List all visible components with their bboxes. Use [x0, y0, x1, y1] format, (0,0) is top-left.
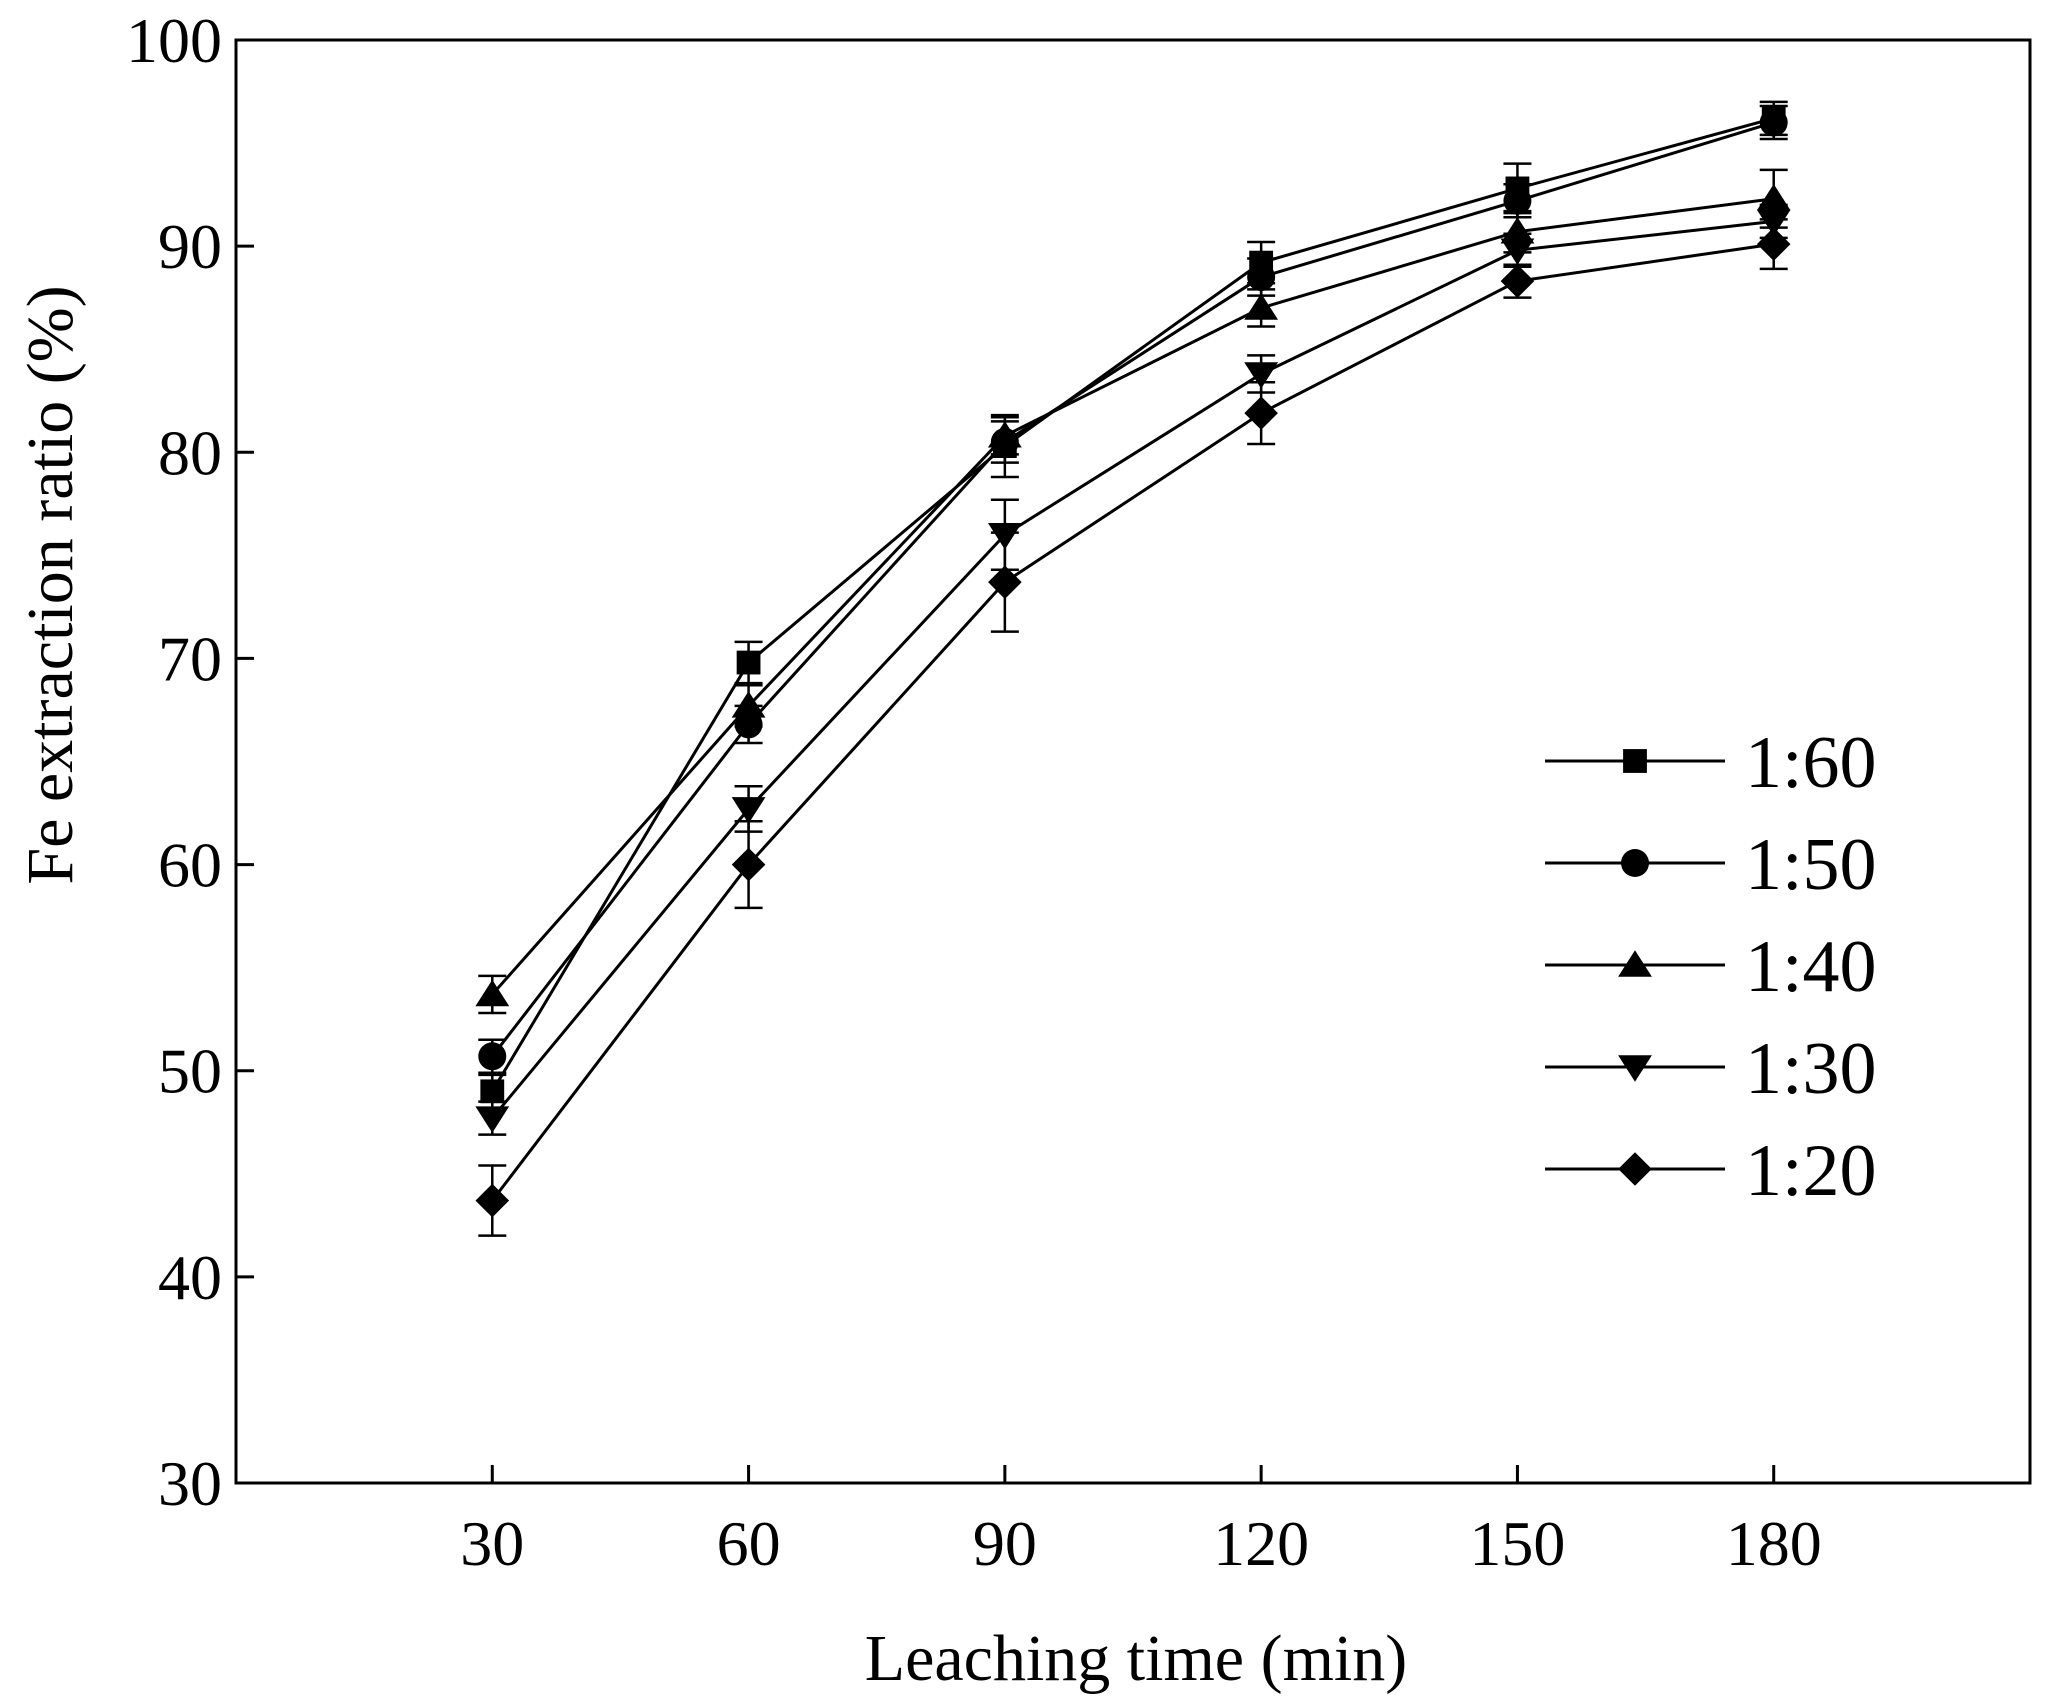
legend-marker-circle	[1621, 849, 1649, 877]
legend-entry-1-50: 1:50	[1545, 824, 1877, 906]
legend-label: 1:40	[1745, 926, 1877, 1008]
point-1-40-90	[987, 421, 1022, 448]
series-1-40	[475, 168, 1791, 1015]
point-1-40-150	[1500, 217, 1535, 244]
point-1-20-180	[1756, 227, 1791, 261]
legend-entry-1-60: 1:60	[1545, 722, 1877, 804]
series-layer	[475, 100, 1791, 1237]
y-tick-label-70: 70	[158, 623, 222, 694]
plot-frame	[234, 38, 2032, 1485]
point-1-30-60	[731, 797, 766, 824]
series-line-1-20	[491, 242, 1774, 1202]
series-line-1-40	[491, 197, 1774, 996]
plot-area: 30 40 50 60 70 80 90 100 30 60 90 120 150 180	[126, 5, 2032, 1579]
legend-label: 1:50	[1745, 824, 1877, 906]
y-tick-label-90: 90	[158, 211, 222, 282]
y-tick-label-60: 60	[158, 830, 222, 901]
point-1-20-90	[988, 565, 1022, 599]
point-1-20-120	[1244, 396, 1278, 430]
point-1-30-150	[1500, 238, 1535, 265]
x-tick-label-120: 120	[1213, 1508, 1309, 1579]
point-1-30-120	[1244, 362, 1279, 389]
point-1-60-30	[480, 1079, 505, 1104]
legend-marker-square	[1623, 749, 1647, 773]
point-1-20-60	[731, 847, 766, 882]
legend-entry-1-40: 1:40	[1545, 926, 1877, 1008]
point-1-60-60	[736, 650, 761, 675]
series-line-1-50	[491, 121, 1775, 1058]
legend-marker-triangle-up	[1618, 950, 1652, 977]
point-1-40-60	[731, 691, 766, 718]
legend-label: 1:30	[1745, 1028, 1877, 1110]
point-1-30-30	[475, 1106, 510, 1133]
x-tick-label-180: 180	[1726, 1508, 1822, 1579]
legend-marker-triangle-down	[1618, 1055, 1652, 1082]
series-1-20	[475, 218, 1791, 1237]
legend-entry-1-30: 1:30	[1545, 1028, 1877, 1110]
y-tick-label-100: 100	[126, 5, 222, 76]
point-1-40-30	[475, 979, 510, 1007]
point-1-50-150	[1503, 186, 1532, 215]
point-1-50-180	[1759, 108, 1788, 137]
series-line-1-30	[491, 219, 1774, 1120]
legend-marker-diamond	[1618, 1152, 1652, 1186]
legend-entry-1-20: 1:20	[1545, 1130, 1877, 1212]
y-tick-label-40: 40	[158, 1242, 222, 1313]
point-1-50-30	[478, 1042, 507, 1071]
y-axis-title: Fe extraction ratio (%)	[14, 285, 87, 884]
point-1-20-150	[1500, 264, 1535, 298]
x-tick-label-90: 90	[973, 1508, 1037, 1579]
legend: 1:60 1:50 1:40 1:30 1:20	[1545, 722, 1877, 1212]
x-tick-label-30: 30	[460, 1508, 524, 1579]
point-1-50-120	[1247, 263, 1276, 292]
legend-label: 1:60	[1745, 722, 1877, 804]
series-line-1-60	[490, 116, 1775, 1093]
y-tick-label-80: 80	[158, 417, 222, 488]
y-tick-label-50: 50	[158, 1036, 222, 1107]
x-tick-label-150: 150	[1469, 1508, 1565, 1579]
x-axis-title: Leaching time (min)	[865, 1622, 1407, 1695]
point-1-20-30	[475, 1183, 510, 1218]
legend-label: 1:20	[1745, 1130, 1877, 1212]
x-tick-label-60: 60	[717, 1508, 781, 1579]
point-1-40-120	[1244, 293, 1279, 320]
y-tick-label-30: 30	[158, 1448, 222, 1519]
